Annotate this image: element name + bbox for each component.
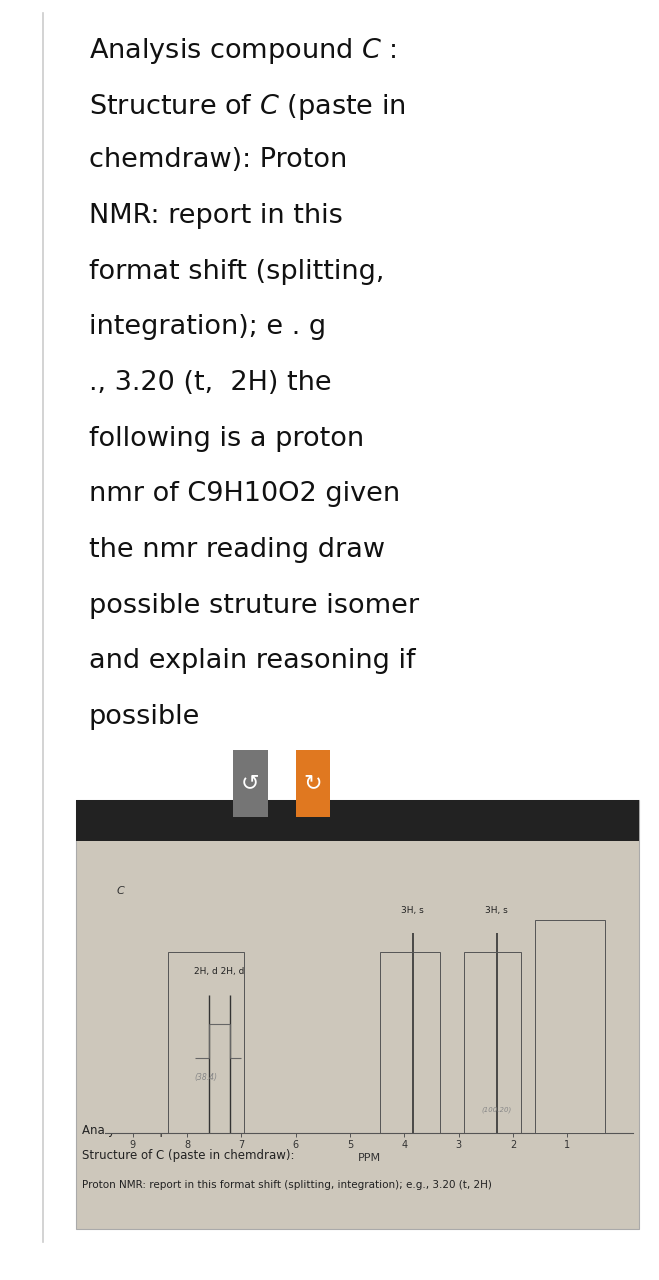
Text: Proton NMR: report in this format shift (splitting, integration); e.g., 3.20 (t,: Proton NMR: report in this format shift … (82, 1180, 492, 1190)
Bar (464, 952, 521, 1133)
Text: 2H, d 2H, d: 2H, d 2H, d (194, 966, 244, 975)
Text: Structure of C (paste in chemdraw):: Structure of C (paste in chemdraw): (82, 1149, 295, 1162)
Text: 3H, s: 3H, s (486, 906, 508, 915)
Text: possible: possible (89, 704, 200, 730)
Text: Structure of $\mathit{C}$ (paste in: Structure of $\mathit{C}$ (paste in (89, 91, 406, 122)
Text: ↻: ↻ (304, 773, 322, 794)
Text: (100.20): (100.20) (482, 1106, 512, 1114)
FancyBboxPatch shape (233, 750, 268, 817)
Text: format shift (splitting,: format shift (splitting, (89, 259, 384, 284)
Text: possible struture isomer: possible struture isomer (89, 593, 419, 618)
Text: C: C (116, 886, 124, 896)
Text: integration); e . g: integration); e . g (89, 314, 326, 340)
Text: and explain reasoning if: and explain reasoning if (89, 648, 415, 675)
Bar (168, 952, 244, 1133)
Text: NMR: report in this: NMR: report in this (89, 202, 343, 229)
FancyBboxPatch shape (76, 800, 639, 841)
Text: ↺: ↺ (241, 773, 260, 794)
X-axis label: PPM: PPM (357, 1152, 381, 1162)
Text: 3H, s: 3H, s (401, 906, 424, 915)
FancyBboxPatch shape (296, 750, 330, 817)
Bar (535, 920, 606, 1133)
Bar (380, 952, 440, 1133)
Text: the nmr reading draw: the nmr reading draw (89, 538, 385, 563)
Text: (38.4): (38.4) (194, 1073, 217, 1082)
Text: following is a proton: following is a proton (89, 425, 364, 452)
Text: Analysis compound C:: Analysis compound C: (82, 1124, 213, 1137)
Text: nmr of C9H10O2 given: nmr of C9H10O2 given (89, 481, 400, 507)
Text: Analysis compound $\mathit{C}$ :: Analysis compound $\mathit{C}$ : (89, 36, 397, 65)
Text: ., 3.20 (t,  2H) the: ., 3.20 (t, 2H) the (89, 370, 331, 396)
FancyBboxPatch shape (76, 800, 639, 1229)
Text: chemdraw): Proton: chemdraw): Proton (89, 147, 347, 173)
